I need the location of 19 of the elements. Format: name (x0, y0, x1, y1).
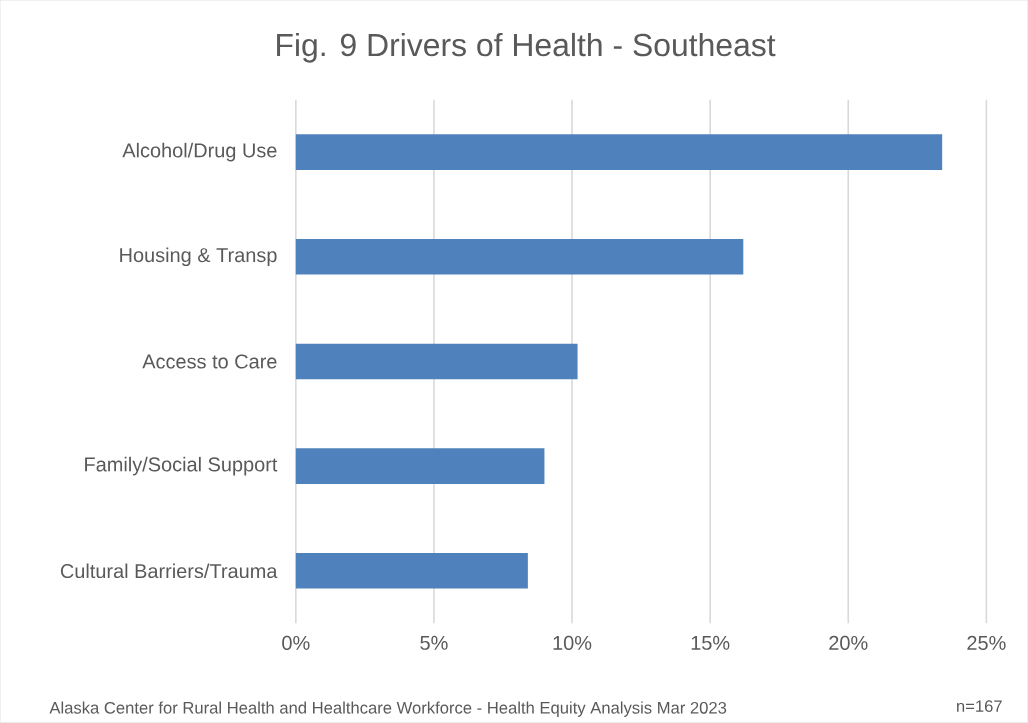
y-tick-label: Family/Social Support (85, 456, 278, 476)
bar (295, 448, 545, 485)
bar (295, 239, 744, 275)
bar (295, 553, 528, 589)
x-tick-label: 0% (282, 635, 310, 651)
y-tick-label: Housing & Transp (120, 247, 277, 267)
y-tick-label: Alcohol/Drug Use (122, 142, 277, 162)
x-tick-label: 15% (691, 635, 730, 650)
bar (295, 134, 943, 171)
y-tick-label: Cultural Barriers/Trauma (60, 563, 278, 579)
x-tick-label: 10% (553, 635, 592, 651)
text: n=167 (957, 700, 1002, 713)
chart-title: Fig. 9 Drivers of Health - Southeast (277, 32, 776, 63)
y-tick-label: Access to Care (142, 354, 277, 369)
x-tick-label: 20% (829, 635, 868, 651)
x-tick-label: 25% (967, 635, 1006, 651)
text: Alaska Center for Rural Health and Healthcare Workforce - Health Equity Analysis Mar 2023 (49, 701, 727, 718)
x-tick-label: 5% (420, 635, 448, 650)
bar (295, 343, 578, 380)
